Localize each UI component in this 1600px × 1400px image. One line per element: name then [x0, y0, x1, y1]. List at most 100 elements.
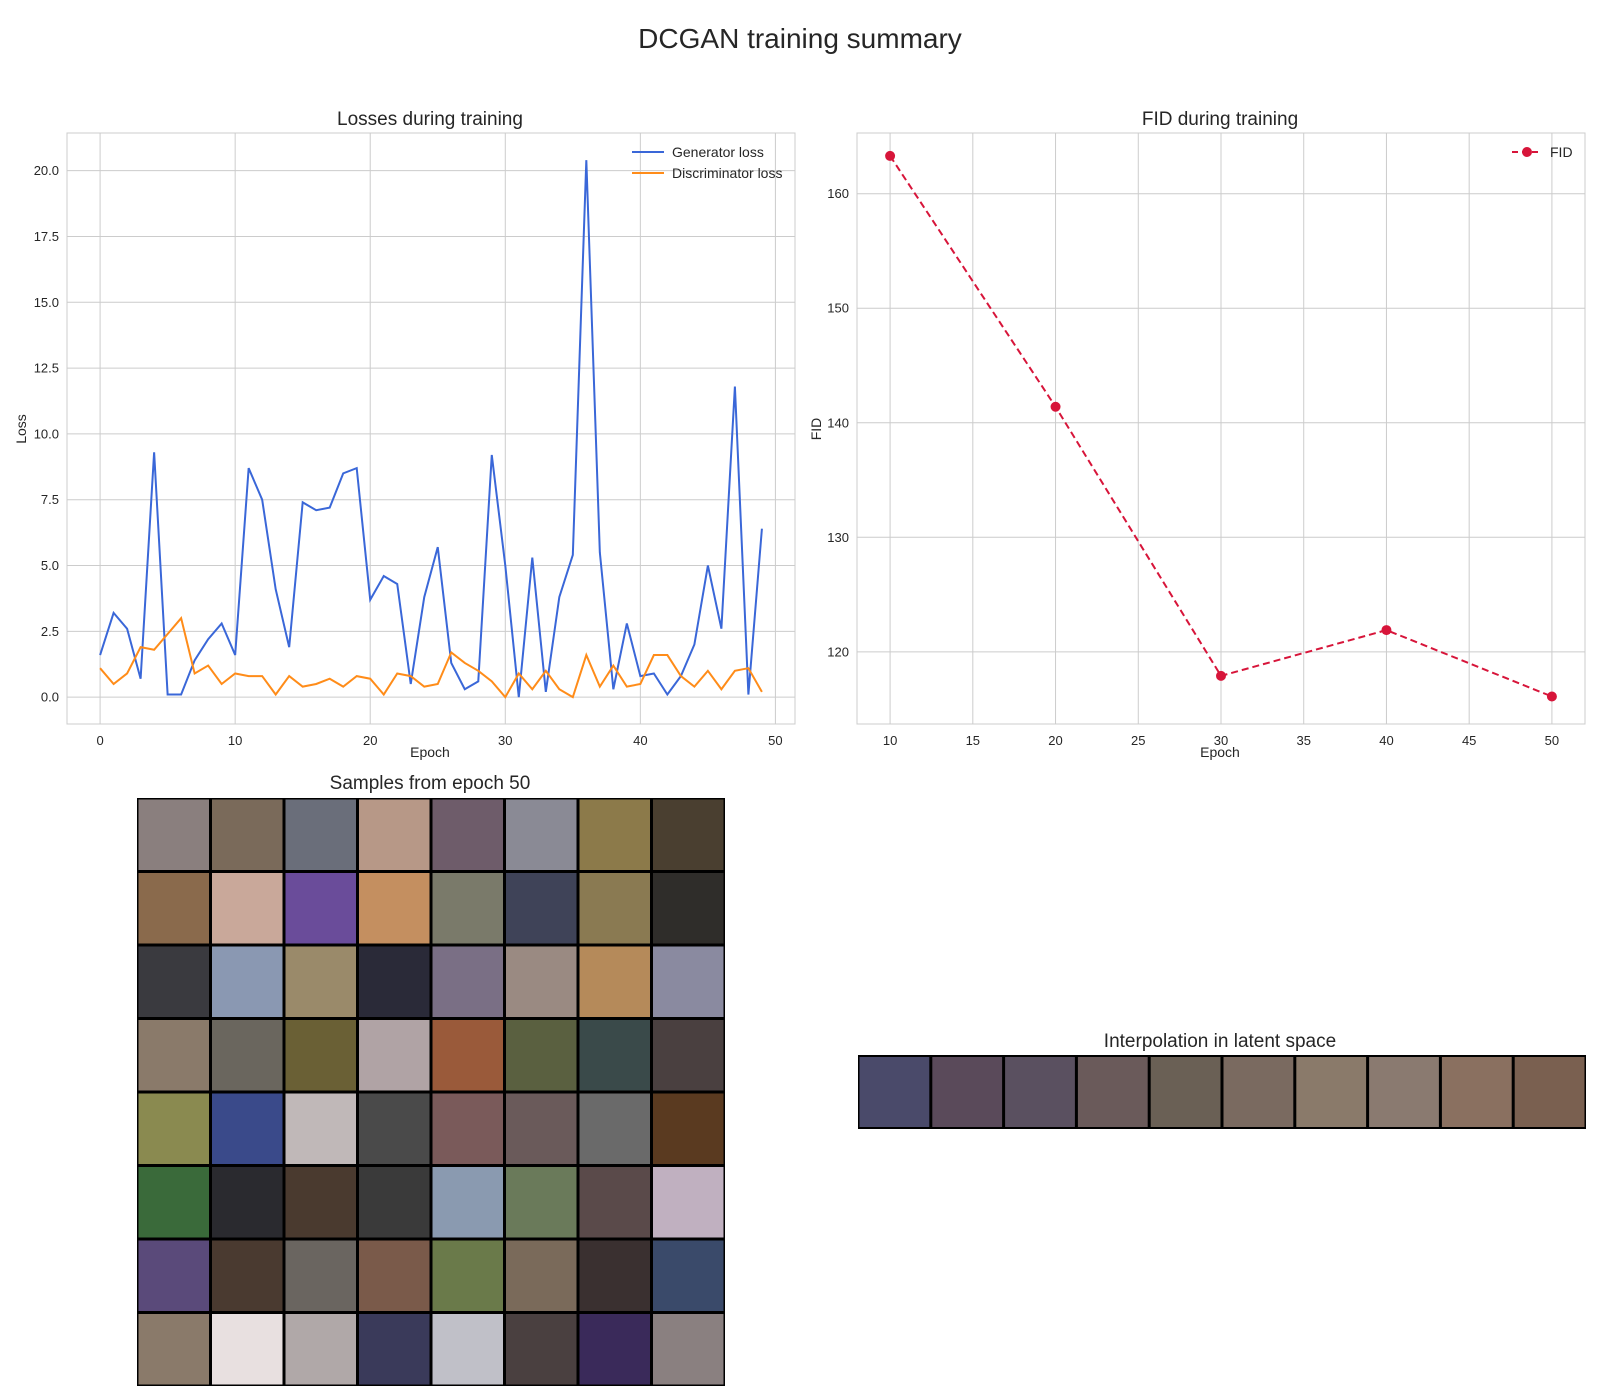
interpolation-frame [1150, 1057, 1221, 1127]
fid-xtick-label: 10 [883, 733, 897, 748]
sample-image-tile [138, 873, 209, 944]
sample-image-tile [506, 1020, 577, 1091]
fid-chart-title: FID during training [1142, 109, 1298, 130]
fid-axes-frame [856, 132, 1586, 725]
sample-image-tile [285, 1167, 356, 1238]
sample-image-tile [359, 799, 430, 870]
sample-image-tile [579, 873, 650, 944]
fid-data-point [1216, 670, 1226, 681]
samples-title: Samples from epoch 50 [330, 773, 531, 794]
sample-image-tile [506, 1240, 577, 1311]
sample-image-tile [432, 1240, 503, 1311]
sample-image-tile [506, 799, 577, 870]
sample-image-tile [653, 799, 724, 870]
sample-image-tile [432, 1167, 503, 1238]
interpolation-frame [1223, 1057, 1294, 1127]
sample-image-tile [653, 946, 724, 1017]
interpolation-frame [1296, 1057, 1367, 1127]
fid-xlabel: Epoch [1200, 744, 1240, 760]
losses-xtick-label: 0 [96, 733, 103, 748]
sample-image-tile [653, 873, 724, 944]
losses-ytick-label: 20.0 [34, 163, 59, 178]
sample-image-tile [579, 799, 650, 870]
fid-chart: FID during training 10 15 20 25 30 35 40 45 50 12… [808, 109, 1586, 760]
sample-image-tile [506, 1314, 577, 1385]
legend-fid-label: FID [1550, 144, 1573, 160]
losses-ytick-label: 15.0 [34, 295, 59, 310]
losses-chart-title: Losses during training [337, 109, 523, 130]
fid-data-point [885, 150, 896, 161]
losses-legend: Generator loss Discriminator loss [632, 144, 782, 181]
sample-image-tile [359, 1314, 430, 1385]
sample-image-tile [285, 1240, 356, 1311]
sample-image-tile [653, 1314, 724, 1385]
losses-series-line-2 [99, 616, 763, 699]
sample-image-tile [579, 946, 650, 1017]
sample-image-tile [359, 1093, 430, 1164]
sample-image-tile [506, 946, 577, 1017]
sample-image-tile [579, 1314, 650, 1385]
fid-data-point [1546, 691, 1557, 702]
sample-image-tile [359, 1167, 430, 1238]
losses-ytick-label: 5.0 [41, 558, 59, 573]
sample-image-tile [653, 1093, 724, 1164]
interpolation-frame [932, 1057, 1003, 1127]
fid-xtick-label: 25 [1131, 733, 1145, 748]
losses-xtick-label: 10 [228, 733, 242, 748]
losses-ytick-label: 12.5 [34, 361, 59, 376]
sample-image-tile [212, 799, 283, 870]
losses-xtick-label: 20 [363, 733, 377, 748]
losses-ytick-label: 2.5 [41, 624, 59, 639]
sample-image-tile [359, 946, 430, 1017]
fid-ytick-label: 160 [827, 186, 849, 201]
sample-image-tile [285, 873, 356, 944]
sample-image-tile [506, 1093, 577, 1164]
sample-image-tile [138, 1167, 209, 1238]
sample-image-tile [579, 1020, 650, 1091]
sample-image-tile [653, 1240, 724, 1311]
sample-image-tile [285, 946, 356, 1017]
sample-image-tile [212, 946, 283, 1017]
fid-legend: FID [1512, 144, 1573, 160]
sample-image-tile [138, 799, 209, 870]
fid-ytick-label: 140 [827, 415, 849, 430]
sample-image-tile [138, 1240, 209, 1311]
fid-xtick-label: 40 [1379, 733, 1393, 748]
sample-image-tile [212, 873, 283, 944]
fid-ylabel: FID [808, 418, 824, 441]
fid-data-point [1381, 625, 1392, 636]
sample-image-tile [285, 1093, 356, 1164]
sample-image-tile [506, 873, 577, 944]
fid-xtick-label: 35 [1296, 733, 1310, 748]
losses-ytick-label: 7.5 [41, 492, 59, 507]
losses-axes-frame [66, 132, 796, 725]
sample-image-tile [212, 1240, 283, 1311]
interpolation-frame [1514, 1057, 1585, 1127]
sample-image-tile [579, 1240, 650, 1311]
sample-image-tile [432, 946, 503, 1017]
interpolation-frame [1441, 1057, 1512, 1127]
fid-xtick-label: 45 [1462, 733, 1476, 748]
fid-xtick-label: 30 [1214, 733, 1228, 748]
losses-ytick-label: 10.0 [34, 426, 59, 441]
sample-image-tile [432, 799, 503, 870]
losses-plot-area [99, 160, 763, 699]
sample-image-tile [432, 873, 503, 944]
fid-data-point [1050, 401, 1061, 412]
interpolation-frame [1077, 1057, 1148, 1127]
sample-image-tile [432, 1093, 503, 1164]
sample-image-tile [285, 799, 356, 870]
losses-series-line-1 [99, 160, 763, 698]
sample-image-tile [359, 873, 430, 944]
sample-image-tile [212, 1314, 283, 1385]
sample-image-tile [579, 1167, 650, 1238]
losses-xtick-label: 50 [768, 733, 782, 748]
fid-grid [857, 133, 1585, 724]
fid-xtick-label: 15 [966, 733, 980, 748]
interpolation-frame [859, 1057, 930, 1127]
samples-panel: Samples from epoch 50 [137, 773, 725, 1386]
fid-ytick-label: 150 [827, 301, 849, 316]
sample-image-tile [432, 1314, 503, 1385]
sample-image-tile [359, 1240, 430, 1311]
losses-ytick-label: 0.0 [41, 690, 59, 705]
